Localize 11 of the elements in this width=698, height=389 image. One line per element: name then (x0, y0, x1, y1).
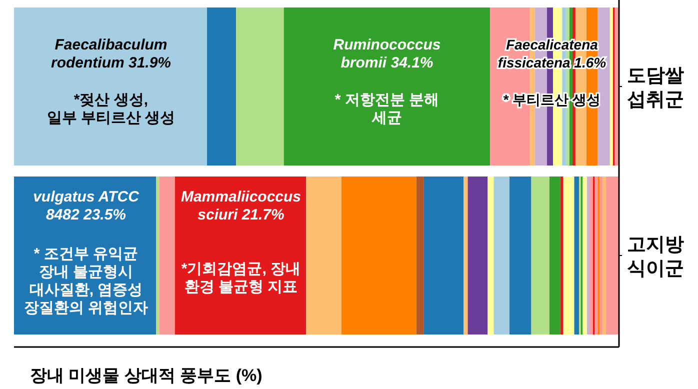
annotation: vulgatus ATCC 8482 23.5% (33, 188, 140, 224)
annotation: Ruminococcus bromii 34.1% (333, 36, 441, 72)
y-tick-label: 고지방 식이군 (627, 234, 684, 280)
annotation: *기회감염균, 장내 환경 불균형 지표 (181, 260, 301, 296)
annotation: * 저항전분 분해 세균 (334, 92, 440, 126)
annotation: Faecalibaculum rodentium 31.9% (50, 36, 172, 72)
annotation: *젖산 생성, 일부 부티르산 생성 (46, 92, 176, 126)
annotation: * 조건부 유익균 장내 불균형시 대사질환, 염증성 장질환의 위험인자 (24, 246, 148, 316)
x-axis-title: 장내 미생물 상대적 풍부도 (%) (30, 366, 262, 385)
annotation: Mammaliicoccus sciuri 21.7% (180, 188, 302, 224)
y-tick-label: 도담쌀 섭취군 (627, 66, 684, 110)
